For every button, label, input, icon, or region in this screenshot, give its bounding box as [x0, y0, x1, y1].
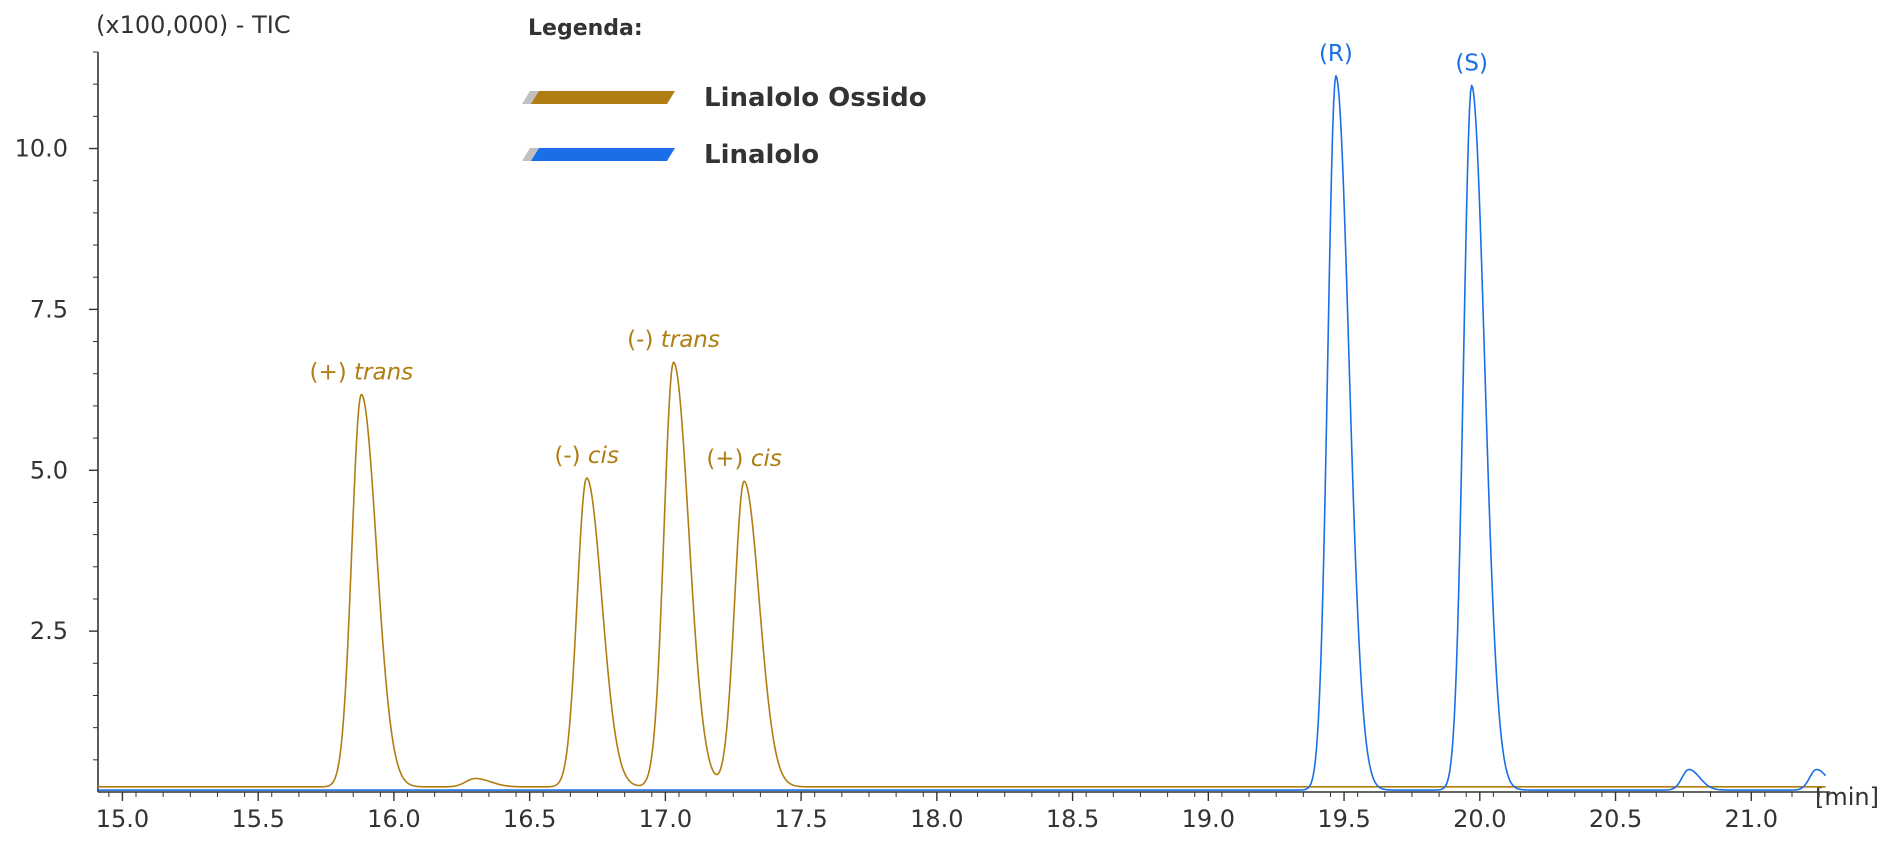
legend-label: Linalolo Ossido [704, 83, 927, 113]
legend-swatch-shadow [522, 91, 540, 104]
x-axis-unit-label: [min] [1815, 783, 1879, 811]
peak-labels: (+) trans(-) cis(-) trans(+) cis(R) (S) [309, 41, 1487, 472]
peak-label-isomer: trans [653, 327, 719, 353]
x-tick-label: 19.5 [1317, 805, 1370, 833]
series-line-linalolo-ossido [98, 361, 1826, 788]
legend-swatch [531, 91, 675, 104]
peak-label: (+) cis [706, 446, 782, 472]
y-tick-label: 10.0 [15, 135, 68, 163]
peak-label-prefix: (+) [309, 359, 346, 385]
peak-label: (-) cis [554, 443, 619, 469]
x-tick-label: 16.0 [367, 805, 420, 833]
legend-label: Linalolo [704, 140, 819, 170]
x-tick-label: 18.0 [910, 805, 963, 833]
y-axis-title: (x100,000) - TIC [96, 11, 291, 39]
axes [97, 52, 1830, 793]
x-tick-label: 20.0 [1453, 805, 1506, 833]
y-ticks: 2.5 5.0 7.5 10.0 [15, 51, 98, 761]
x-tick-label: 16.5 [503, 805, 556, 833]
peak-label: (-) trans [627, 327, 720, 353]
x-tick-label: 20.5 [1589, 805, 1642, 833]
x-tick-label: 17.5 [774, 805, 827, 833]
peak-label-prefix: (+) [706, 446, 743, 472]
y-tick-label: 2.5 [30, 617, 68, 645]
x-tick-label: 15.5 [231, 805, 284, 833]
peak-label-isomer: cis [581, 443, 619, 469]
y-tick-label: 5.0 [30, 456, 68, 484]
peak-label: (+) trans [309, 359, 413, 385]
peak-label-isomer: cis [744, 446, 782, 472]
series-line-linalolo [98, 75, 1827, 791]
peak-label-prefix: (S) [1455, 50, 1488, 76]
x-tick-label: 15.0 [96, 805, 149, 833]
series-group [98, 75, 1827, 791]
peak-label-prefix: (R) [1319, 41, 1353, 67]
x-tick-label: 17.0 [639, 805, 692, 833]
peak-label-prefix: (-) [554, 443, 580, 469]
legend-item: Linalolo [522, 140, 819, 170]
legend-title: Legenda: [528, 16, 643, 41]
peak-label-prefix: (-) [627, 327, 653, 353]
x-tick-label: 18.5 [1046, 805, 1099, 833]
y-tick-label: 7.5 [30, 295, 68, 323]
peak-label-isomer: trans [347, 359, 413, 385]
x-tick-label: 21.0 [1725, 805, 1778, 833]
peak-label: (S) [1455, 50, 1488, 76]
legend-swatch-shadow [522, 148, 540, 161]
legend-item: Linalolo Ossido [522, 83, 927, 113]
legend: Legenda: Linalolo Ossido Linalolo [522, 16, 927, 170]
x-ticks: 15.0 15.5 16.0 16.5 17.0 17.5 18.0 18.5 19.0 19.5… [96, 792, 1820, 833]
legend-swatch [531, 148, 675, 161]
peak-label: (R) [1319, 41, 1353, 67]
x-tick-label: 19.0 [1182, 805, 1235, 833]
